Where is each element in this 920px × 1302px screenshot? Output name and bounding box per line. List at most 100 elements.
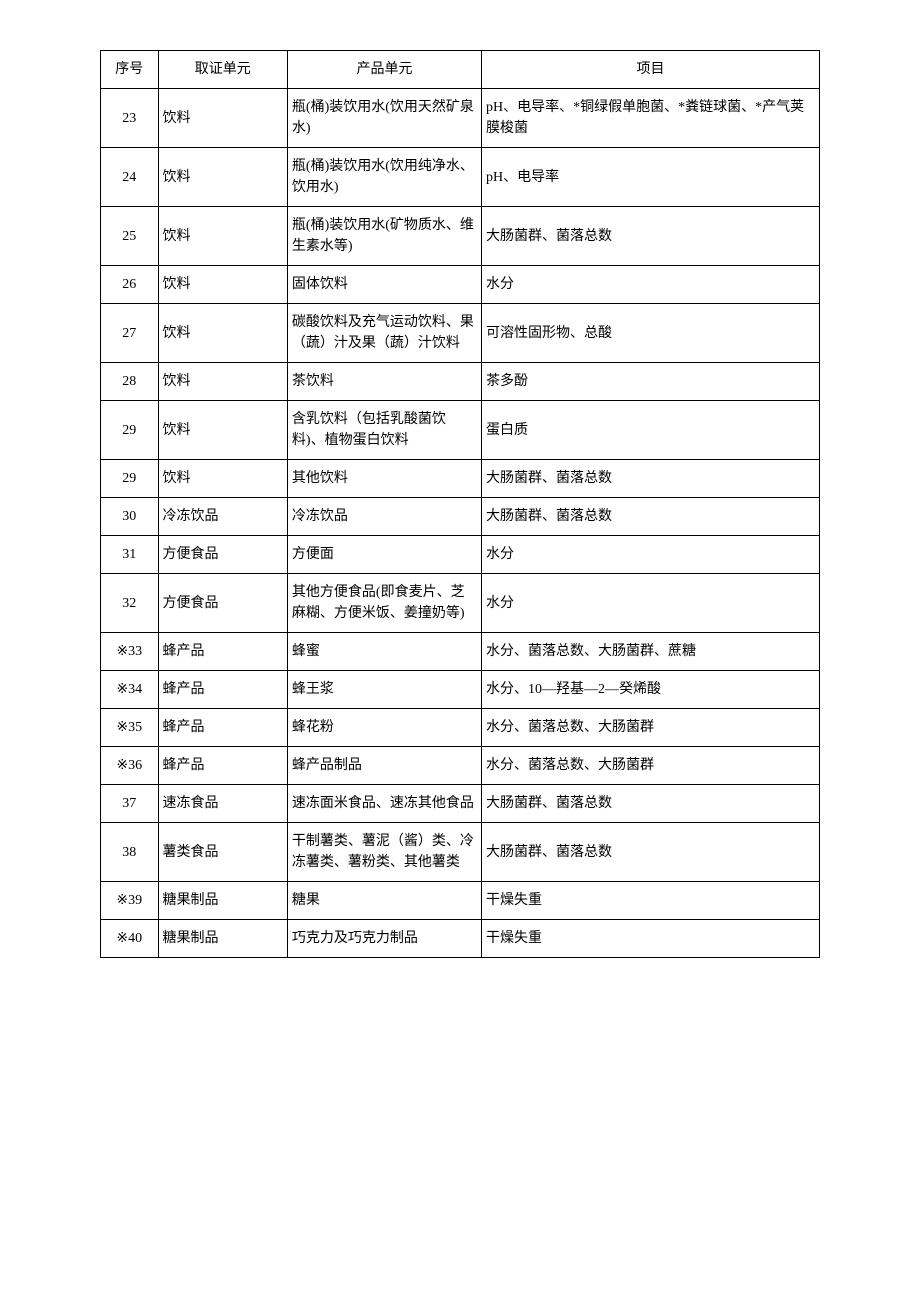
cell-seq: 37 <box>101 785 159 823</box>
table-row: 27 饮料 碳酸饮料及充气运动饮料、果（蔬）汁及果（蔬）汁饮料 可溶性固形物、总… <box>101 304 820 363</box>
cell-item: 大肠菌群、菌落总数 <box>482 785 820 823</box>
table-row: 29 饮料 其他饮料 大肠菌群、菌落总数 <box>101 460 820 498</box>
cell-prod: 其他饮料 <box>287 460 481 498</box>
cell-prod: 茶饮料 <box>287 363 481 401</box>
cell-prod: 蜂王浆 <box>287 671 481 709</box>
cell-cert: 蜂产品 <box>158 709 287 747</box>
cell-seq: 29 <box>101 401 159 460</box>
table-header-row: 序号 取证单元 产品单元 项目 <box>101 51 820 89</box>
cell-seq: 28 <box>101 363 159 401</box>
cell-item: 大肠菌群、菌落总数 <box>482 460 820 498</box>
table-row: 32 方便食品 其他方便食品(即食麦片、芝麻糊、方便米饭、姜撞奶等) 水分 <box>101 574 820 633</box>
cell-cert: 饮料 <box>158 266 287 304</box>
cell-cert: 薯类食品 <box>158 823 287 882</box>
data-table: 序号 取证单元 产品单元 项目 23 饮料 瓶(桶)装饮用水(饮用天然矿泉水) … <box>100 50 820 958</box>
table-row: 37 速冻食品 速冻面米食品、速冻其他食品 大肠菌群、菌落总数 <box>101 785 820 823</box>
cell-seq: ※39 <box>101 882 159 920</box>
cell-cert: 方便食品 <box>158 536 287 574</box>
cell-prod: 瓶(桶)装饮用水(饮用天然矿泉水) <box>287 89 481 148</box>
table-row: ※36 蜂产品 蜂产品制品 水分、菌落总数、大肠菌群 <box>101 747 820 785</box>
cell-seq: ※35 <box>101 709 159 747</box>
cell-prod: 速冻面米食品、速冻其他食品 <box>287 785 481 823</box>
cell-seq: ※40 <box>101 920 159 958</box>
table-row: ※40 糖果制品 巧克力及巧克力制品 干燥失重 <box>101 920 820 958</box>
cell-item: 可溶性固形物、总酸 <box>482 304 820 363</box>
cell-seq: 32 <box>101 574 159 633</box>
cell-seq: 27 <box>101 304 159 363</box>
cell-prod: 含乳饮料（包括乳酸菌饮料)、植物蛋白饮料 <box>287 401 481 460</box>
cell-seq: ※36 <box>101 747 159 785</box>
cell-item: 茶多酚 <box>482 363 820 401</box>
cell-prod: 蜂产品制品 <box>287 747 481 785</box>
cell-cert: 饮料 <box>158 89 287 148</box>
cell-cert: 饮料 <box>158 460 287 498</box>
cell-cert: 蜂产品 <box>158 633 287 671</box>
cell-cert: 速冻食品 <box>158 785 287 823</box>
cell-cert: 饮料 <box>158 401 287 460</box>
table-row: 30 冷冻饮品 冷冻饮品 大肠菌群、菌落总数 <box>101 498 820 536</box>
cell-item: 大肠菌群、菌落总数 <box>482 207 820 266</box>
cell-item: 水分、菌落总数、大肠菌群、蔗糖 <box>482 633 820 671</box>
cell-item: pH、电导率、*铜绿假单胞菌、*粪链球菌、*产气荚膜梭菌 <box>482 89 820 148</box>
table-row: 23 饮料 瓶(桶)装饮用水(饮用天然矿泉水) pH、电导率、*铜绿假单胞菌、*… <box>101 89 820 148</box>
cell-seq: 31 <box>101 536 159 574</box>
cell-item: 干燥失重 <box>482 882 820 920</box>
header-seq: 序号 <box>101 51 159 89</box>
table-row: 29 饮料 含乳饮料（包括乳酸菌饮料)、植物蛋白饮料 蛋白质 <box>101 401 820 460</box>
cell-seq: ※33 <box>101 633 159 671</box>
header-cert: 取证单元 <box>158 51 287 89</box>
cell-prod: 巧克力及巧克力制品 <box>287 920 481 958</box>
cell-prod: 蜂蜜 <box>287 633 481 671</box>
cell-seq: 23 <box>101 89 159 148</box>
table-row: 25 饮料 瓶(桶)装饮用水(矿物质水、维生素水等) 大肠菌群、菌落总数 <box>101 207 820 266</box>
cell-cert: 饮料 <box>158 304 287 363</box>
cell-cert: 饮料 <box>158 148 287 207</box>
cell-prod: 固体饮料 <box>287 266 481 304</box>
cell-prod: 瓶(桶)装饮用水(矿物质水、维生素水等) <box>287 207 481 266</box>
cell-seq: 25 <box>101 207 159 266</box>
cell-seq: 26 <box>101 266 159 304</box>
cell-cert: 饮料 <box>158 363 287 401</box>
cell-seq: 30 <box>101 498 159 536</box>
cell-prod: 蜂花粉 <box>287 709 481 747</box>
table-row: 31 方便食品 方便面 水分 <box>101 536 820 574</box>
table-row: 24 饮料 瓶(桶)装饮用水(饮用纯净水、饮用水) pH、电导率 <box>101 148 820 207</box>
cell-item: 大肠菌群、菌落总数 <box>482 823 820 882</box>
table-row: ※39 糖果制品 糖果 干燥失重 <box>101 882 820 920</box>
cell-item: 大肠菌群、菌落总数 <box>482 498 820 536</box>
cell-prod: 干制薯类、薯泥（酱）类、冷冻薯类、薯粉类、其他薯类 <box>287 823 481 882</box>
cell-cert: 蜂产品 <box>158 747 287 785</box>
cell-cert: 糖果制品 <box>158 882 287 920</box>
cell-item: 水分、10—羟基—2—癸烯酸 <box>482 671 820 709</box>
table-body: 23 饮料 瓶(桶)装饮用水(饮用天然矿泉水) pH、电导率、*铜绿假单胞菌、*… <box>101 89 820 958</box>
cell-prod: 碳酸饮料及充气运动饮料、果（蔬）汁及果（蔬）汁饮料 <box>287 304 481 363</box>
cell-item: 水分 <box>482 574 820 633</box>
cell-item: pH、电导率 <box>482 148 820 207</box>
table-row: 38 薯类食品 干制薯类、薯泥（酱）类、冷冻薯类、薯粉类、其他薯类 大肠菌群、菌… <box>101 823 820 882</box>
cell-item: 水分 <box>482 536 820 574</box>
cell-cert: 蜂产品 <box>158 671 287 709</box>
cell-cert: 冷冻饮品 <box>158 498 287 536</box>
table-row: ※34 蜂产品 蜂王浆 水分、10—羟基—2—癸烯酸 <box>101 671 820 709</box>
cell-seq: ※34 <box>101 671 159 709</box>
cell-item: 水分、菌落总数、大肠菌群 <box>482 709 820 747</box>
header-item: 项目 <box>482 51 820 89</box>
table-row: ※35 蜂产品 蜂花粉 水分、菌落总数、大肠菌群 <box>101 709 820 747</box>
cell-prod: 冷冻饮品 <box>287 498 481 536</box>
cell-item: 干燥失重 <box>482 920 820 958</box>
table-row: 28 饮料 茶饮料 茶多酚 <box>101 363 820 401</box>
cell-seq: 24 <box>101 148 159 207</box>
cell-item: 水分、菌落总数、大肠菌群 <box>482 747 820 785</box>
cell-seq: 38 <box>101 823 159 882</box>
table-row: ※33 蜂产品 蜂蜜 水分、菌落总数、大肠菌群、蔗糖 <box>101 633 820 671</box>
cell-seq: 29 <box>101 460 159 498</box>
cell-item: 水分 <box>482 266 820 304</box>
table-row: 26 饮料 固体饮料 水分 <box>101 266 820 304</box>
header-prod: 产品单元 <box>287 51 481 89</box>
cell-cert: 方便食品 <box>158 574 287 633</box>
cell-prod: 其他方便食品(即食麦片、芝麻糊、方便米饭、姜撞奶等) <box>287 574 481 633</box>
cell-item: 蛋白质 <box>482 401 820 460</box>
cell-cert: 糖果制品 <box>158 920 287 958</box>
cell-prod: 方便面 <box>287 536 481 574</box>
cell-cert: 饮料 <box>158 207 287 266</box>
